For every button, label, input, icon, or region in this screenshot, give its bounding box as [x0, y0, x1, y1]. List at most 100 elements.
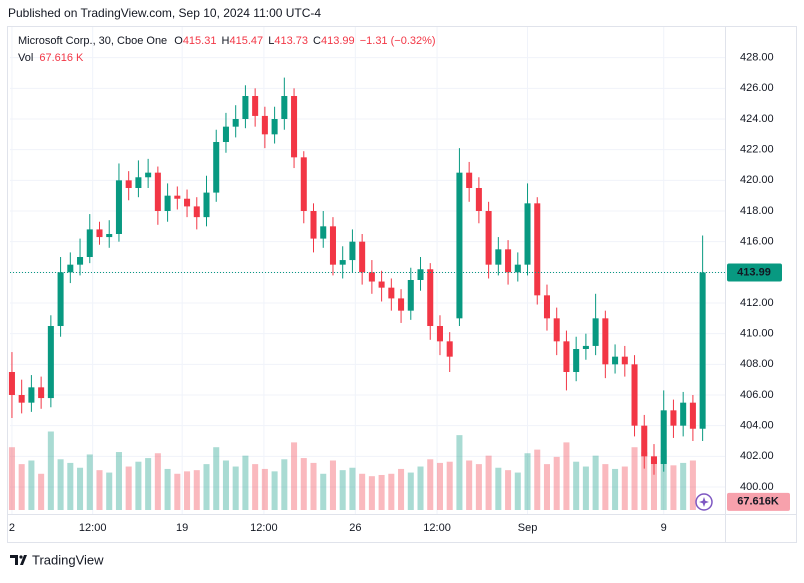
volume-bar [689, 460, 696, 510]
candle-body [602, 318, 609, 365]
x-tick-label: Sep [518, 522, 538, 534]
volume-bar [621, 466, 628, 510]
volume-bar [329, 460, 336, 510]
candle-body [193, 206, 200, 218]
candle-body [388, 287, 395, 299]
volume-bar [573, 461, 580, 510]
x-tick-label: 19 [176, 522, 188, 534]
volume-bar [612, 468, 619, 510]
candle-body [310, 211, 317, 239]
high-value: 415.47 [229, 35, 263, 47]
candle-body [281, 96, 288, 119]
volume-value: 67.616 K [39, 52, 84, 64]
candle-body [184, 198, 191, 207]
volume-bar [339, 470, 346, 510]
last-price-tag [727, 263, 782, 282]
x-tick-label: 12:00 [79, 522, 107, 534]
candle-body [86, 229, 93, 257]
candle-body [573, 349, 580, 372]
candle-body [582, 345, 589, 349]
candle-body [67, 264, 74, 273]
candle-body [505, 249, 512, 273]
candle-body [106, 234, 113, 238]
candle-body [436, 326, 443, 342]
y-tick-label: 404.00 [740, 420, 774, 432]
star-icon [699, 497, 709, 507]
candle-body [232, 119, 239, 127]
volume-bar [475, 464, 482, 510]
volume-bar [641, 452, 648, 510]
volume-bar [271, 471, 278, 510]
candle-body [174, 195, 181, 199]
candle-body [125, 180, 132, 188]
candle-body [446, 341, 453, 357]
volume-bar [563, 442, 570, 510]
volume-bar [291, 442, 298, 510]
y-tick-label: 426.00 [740, 82, 774, 94]
volume-bar [553, 456, 560, 510]
candle-body [96, 229, 103, 238]
y-tick-label: 400.00 [740, 481, 774, 493]
candle-body [154, 172, 161, 211]
y-tick-label: 422.00 [740, 144, 774, 156]
candle-body [650, 456, 658, 464]
legend-line: Microsoft Corp., 30, Cboe One O415.31 H4… [18, 35, 436, 47]
volume-bar [388, 473, 395, 510]
volume-bar [660, 449, 667, 510]
candle-body [349, 241, 356, 261]
volume-bar [281, 459, 288, 510]
candle-body [291, 96, 298, 158]
volume-label: Vol [18, 52, 33, 64]
volume-bar [514, 472, 521, 510]
volume-bar [96, 470, 103, 510]
candle-body [28, 387, 35, 403]
volume-bar [135, 461, 142, 510]
candle-body [514, 264, 521, 273]
brand: TradingView [32, 552, 104, 567]
y-tick-label: 406.00 [740, 389, 774, 401]
candle-body [398, 298, 405, 311]
x-tick-label: 26 [349, 522, 361, 534]
volume-bar [77, 467, 84, 510]
candle-body [57, 272, 64, 326]
candle-body [485, 211, 492, 265]
volume-bar [543, 464, 550, 510]
y-tick-label: 428.00 [740, 52, 774, 64]
candle-body [689, 402, 696, 429]
candle-body [378, 281, 385, 288]
volume-bar [164, 468, 171, 510]
axes: 400.00 402.00 404.00 406.00 408.00 410.00 412.… [9, 52, 790, 534]
volume-bar [359, 473, 366, 510]
volume-bar [47, 431, 54, 510]
candle-body [271, 119, 278, 135]
x-tick-label: 12:00 [423, 522, 451, 534]
candle-body [164, 195, 171, 211]
volume-bar [242, 455, 249, 510]
candle-body [18, 395, 25, 403]
volume-bar [320, 473, 327, 510]
candle-body [261, 115, 268, 135]
change-percent: (−0.32%) [391, 35, 436, 47]
candle-body [339, 260, 346, 265]
candle-body [8, 372, 15, 395]
volume-bar [203, 464, 210, 510]
candle-body [495, 249, 502, 265]
candle-body [115, 180, 122, 234]
candle-body [427, 269, 434, 326]
candle-body [680, 402, 687, 426]
candle-body [203, 192, 210, 218]
candle-body [524, 203, 531, 265]
y-tick-label: 412.00 [740, 297, 774, 309]
volume-bar [680, 462, 687, 510]
volume-bar [631, 447, 638, 510]
candles [8, 77, 706, 475]
x-tick-label: 12:00 [250, 522, 278, 534]
y-tick-label: 418.00 [740, 205, 774, 217]
volume-bar [18, 464, 25, 510]
volume-bar [378, 474, 385, 510]
volume-bar [232, 466, 239, 510]
volume-bar [115, 452, 122, 510]
volume-bar [154, 453, 161, 510]
